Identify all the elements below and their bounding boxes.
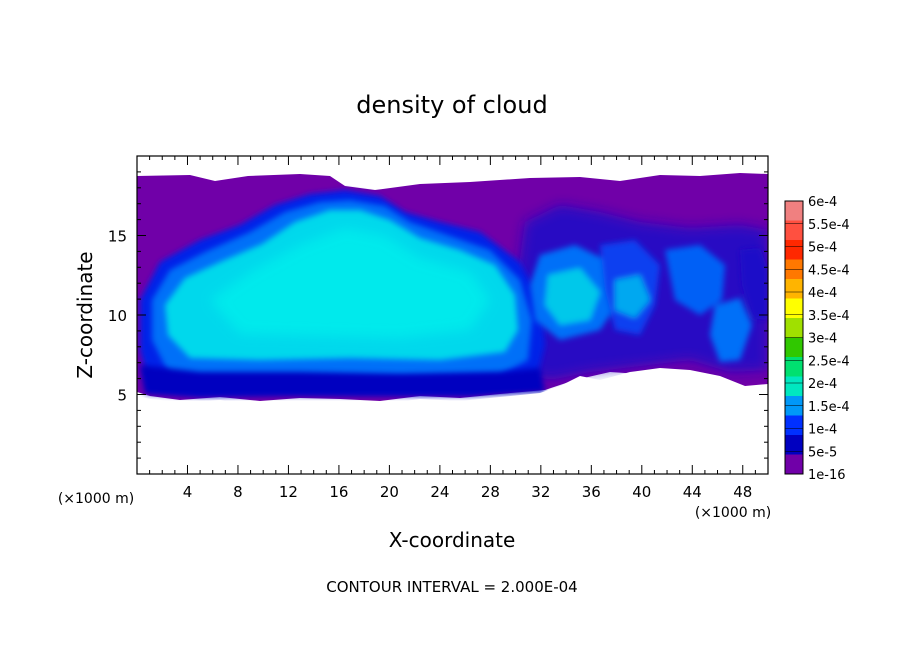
x-tick-label: 8 bbox=[233, 483, 243, 501]
x-tick-label: 20 bbox=[380, 483, 399, 501]
x-tick-label: 24 bbox=[430, 483, 449, 501]
colorbar-swatch bbox=[785, 220, 803, 241]
colorbar-swatch bbox=[785, 279, 803, 299]
colorbar-swatch bbox=[785, 454, 803, 475]
x-axis-label: X-coordinate bbox=[389, 528, 516, 552]
region-eastern-cells bbox=[530, 240, 768, 362]
colorbar-label: 5.5e-4 bbox=[808, 218, 850, 233]
colorbar-swatch bbox=[785, 318, 803, 338]
east-cell-e bbox=[615, 275, 650, 318]
y-tick-label: 5 bbox=[117, 387, 127, 405]
colorbar-label: 4e-4 bbox=[808, 286, 837, 301]
colorbar-swatch bbox=[785, 240, 803, 260]
x-tick-label: 36 bbox=[582, 483, 601, 501]
colorbar-swatch bbox=[785, 337, 803, 358]
east-cell-f bbox=[710, 298, 752, 362]
region-top-gap bbox=[137, 156, 768, 189]
x-unit-label: (×1000 m) bbox=[695, 505, 771, 521]
x-tick-label: 44 bbox=[683, 483, 702, 501]
colorbar-label: 5e-5 bbox=[808, 445, 837, 460]
colorbar-label: 2.5e-4 bbox=[808, 354, 850, 369]
colorbar: 6e-4 5.5e-4 5e-4 4.5e-4 4e-4 3.5e-4 3e-4 2.5e-4… bbox=[784, 195, 850, 483]
y-axis-ticks: 5 10 15 bbox=[108, 171, 768, 459]
colorbar-label: 6e-4 bbox=[808, 195, 837, 210]
colorbar-label: 4.5e-4 bbox=[808, 263, 850, 278]
east-cell-d bbox=[665, 245, 725, 315]
y-unit-label: (×1000 m) bbox=[58, 491, 134, 507]
heatmap-field bbox=[137, 156, 768, 474]
colorbar-swatch bbox=[785, 376, 803, 397]
colorbar-label: 1.5e-4 bbox=[808, 400, 850, 415]
y-axis-label: Z-coordinate bbox=[73, 251, 97, 378]
x-tick-label: 32 bbox=[531, 483, 550, 501]
x-tick-label: 12 bbox=[279, 483, 298, 501]
colorbar-label: 3.5e-4 bbox=[808, 309, 850, 324]
y-tick-label: 10 bbox=[108, 307, 127, 325]
colorbar-swatch bbox=[785, 415, 803, 436]
colorbar-swatch bbox=[785, 435, 803, 455]
x-tick-label: 16 bbox=[329, 483, 348, 501]
y-tick-label: 15 bbox=[108, 228, 127, 246]
colorbar-swatch bbox=[785, 298, 803, 319]
contour-interval-note: CONTOUR INTERVAL = 2.000E-04 bbox=[326, 578, 577, 596]
colorbar-label: 2e-4 bbox=[808, 377, 837, 392]
region-bottom-fringe bbox=[140, 365, 545, 397]
x-tick-label: 28 bbox=[481, 483, 500, 501]
east-cell-g bbox=[740, 248, 768, 320]
colorbar-label: 3e-4 bbox=[808, 332, 837, 347]
x-tick-label: 48 bbox=[733, 483, 752, 501]
region-main-core-bright bbox=[210, 228, 490, 338]
x-axis-ticks: 4 8 12 16 20 24 28 32 36 40 44 48 bbox=[149, 156, 769, 501]
x-tick-label: 40 bbox=[632, 483, 651, 501]
chart-title: density of cloud bbox=[356, 91, 547, 119]
region-bottom-gap bbox=[137, 368, 768, 474]
colorbar-label: 1e-16 bbox=[808, 468, 846, 483]
x-tick-label: 4 bbox=[183, 483, 193, 501]
colorbar-swatch bbox=[785, 201, 803, 221]
east-cell-c bbox=[545, 268, 600, 325]
colorbar-label: 5e-4 bbox=[808, 241, 837, 256]
colorbar-label: 1e-4 bbox=[808, 423, 837, 438]
colorbar-swatch bbox=[785, 357, 803, 377]
